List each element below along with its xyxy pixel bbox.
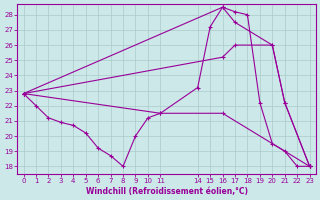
X-axis label: Windchill (Refroidissement éolien,°C): Windchill (Refroidissement éolien,°C) <box>85 187 248 196</box>
